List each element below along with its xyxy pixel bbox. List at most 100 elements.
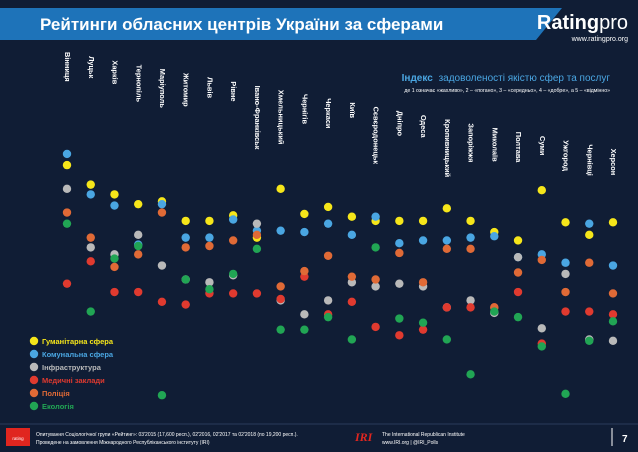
point-комунальна-сфера-12 (323, 219, 333, 228)
legend-marker-3 (29, 362, 39, 372)
point-екологія-7 (205, 285, 214, 294)
category-label-9: Івано-Франківськ (253, 86, 262, 150)
point-екологія-9 (252, 244, 262, 253)
point-гуманітарна-сфера-17 (442, 204, 452, 213)
data-points (62, 149, 618, 400)
legend-label-4: Медичні заклади (42, 376, 105, 385)
legend-marker-6 (29, 401, 39, 411)
point-поліція-5 (157, 208, 167, 217)
category-label-10: Хмельницький (277, 90, 286, 145)
point-комунальна-сфера-7 (205, 233, 214, 242)
point-екологія-3 (110, 254, 119, 263)
point-медичні-заклади-5 (157, 297, 167, 306)
point-поліція-7 (205, 241, 214, 251)
point-гуманітарна-сфера-21 (537, 186, 546, 195)
category-label-18: Запоріжжя (467, 123, 476, 162)
scale-note: де 1 означає «жахливо», 2 – «погано», 3 … (404, 88, 610, 94)
category-label-5: Маріуполь (158, 69, 167, 109)
category-label-14: Сєвєродонецьк (372, 107, 381, 165)
point-гуманітарна-сфера-13 (347, 212, 357, 221)
category-label-4: Тернопіль (134, 65, 143, 103)
point-гуманітарна-сфера-23 (585, 230, 594, 240)
point-поліція-9 (252, 230, 262, 240)
point-медичні-заклади-1 (62, 279, 72, 288)
point-медичні-заклади-24 (608, 310, 618, 319)
point-комунальна-сфера-10 (276, 226, 285, 235)
point-медичні-заклади-18 (466, 303, 475, 312)
iri-line2: www.IRI.org | @IRI_Polls (382, 440, 439, 446)
category-label-11: Чернігів (300, 94, 309, 124)
point-медичні-заклади-20 (513, 287, 523, 297)
category-label-20: Полтава (514, 132, 523, 164)
category-label-1: Вінниця (63, 52, 72, 82)
brand-logo-mark: Ratingpro (537, 12, 628, 34)
category-label-8: Рівне (229, 81, 238, 101)
point-медичні-заклади-3 (110, 287, 119, 297)
point-поліція-15 (395, 248, 404, 258)
index-title: Індекс задоволеності якістю сфер та посл… (402, 72, 611, 84)
point-гуманітарна-сфера-24 (608, 218, 618, 227)
brand-logo-sub: pro (599, 12, 628, 34)
point-медичні-заклади-17 (442, 303, 452, 312)
point-поліція-18 (466, 244, 475, 253)
point-гуманітарна-сфера-18 (466, 216, 475, 226)
point-медичні-заклади-16 (418, 325, 428, 334)
category-label-23: Чернівці (585, 144, 594, 175)
point-медичні-заклади-22 (561, 307, 570, 316)
point-комунальна-сфера-1 (62, 149, 72, 159)
point-гуманітарна-сфера-12 (323, 202, 333, 212)
point-комунальна-сфера-3 (110, 201, 119, 210)
point-комунальна-сфера-24 (608, 261, 618, 270)
legend-marker-5 (29, 388, 39, 398)
category-label-2: Луцьк (87, 56, 96, 78)
point-інфраструктура-15 (395, 279, 404, 288)
point-гуманітарна-сфера-2 (86, 180, 95, 189)
point-екологія-6 (181, 275, 190, 284)
point-комунальна-сфера-14 (371, 212, 380, 221)
point-комунальна-сфера-18 (466, 233, 475, 242)
category-label-7: Львів (205, 77, 214, 98)
point-поліція-1 (62, 208, 72, 217)
point-поліція-2 (86, 233, 95, 242)
point-гуманітарна-сфера-10 (276, 184, 285, 194)
footer-text-line2: Проведене на замовлення Міжнародного Рес… (36, 440, 210, 446)
point-інфраструктура-2 (86, 243, 95, 252)
point-медичні-заклади-8 (228, 289, 238, 298)
point-поліція-24 (608, 289, 618, 298)
footer-rating-badge (6, 428, 30, 446)
point-екологія-13 (347, 335, 357, 344)
point-комунальна-сфера-5 (157, 199, 167, 209)
point-медичні-заклади-4 (134, 287, 143, 297)
iri-line1: The International Republican Institute (382, 432, 465, 438)
point-гуманітарна-сфера-6 (181, 216, 190, 226)
legend-marker-1 (29, 336, 39, 346)
point-поліція-16 (418, 278, 428, 287)
legend: Гуманітарна сфера Комунальна сфера Інфраст… (29, 336, 114, 411)
point-інфраструктура-7 (205, 278, 214, 287)
point-інфраструктура-11 (300, 310, 309, 319)
point-інфраструктура-18 (466, 296, 475, 305)
category-label-19: Миколаїв (490, 128, 499, 163)
point-медичні-заклади-15 (395, 331, 404, 340)
point-медичні-заклади-9 (252, 289, 262, 298)
point-екологія-23 (585, 336, 594, 346)
point-екологія-22 (561, 389, 570, 399)
point-екологія-1 (62, 219, 72, 228)
point-інфраструктура-21 (537, 324, 546, 333)
index-title-rest: задоволеності якістю сфер та послуг (439, 72, 611, 84)
point-екологія-17 (442, 335, 452, 344)
category-label-21: Суми (538, 136, 547, 156)
category-label-17: Кропивницький (443, 119, 452, 177)
point-поліція-3 (110, 262, 119, 272)
point-гуманітарна-сфера-20 (513, 236, 523, 245)
point-комунальна-сфера-23 (585, 219, 594, 228)
point-гуманітарна-сфера-7 (205, 216, 214, 226)
category-label-12: Черкаси (324, 98, 333, 129)
point-комунальна-сфера-17 (442, 236, 452, 245)
footer-text-line1: Опитування Соціологічної групи «Рейтинг»… (36, 431, 298, 438)
point-екологія-16 (418, 318, 428, 327)
point-інфраструктура-12 (323, 296, 333, 305)
point-інфраструктура-14 (371, 282, 380, 291)
legend-label-2: Комунальна сфера (42, 350, 114, 359)
page-number: 7 (622, 434, 628, 445)
